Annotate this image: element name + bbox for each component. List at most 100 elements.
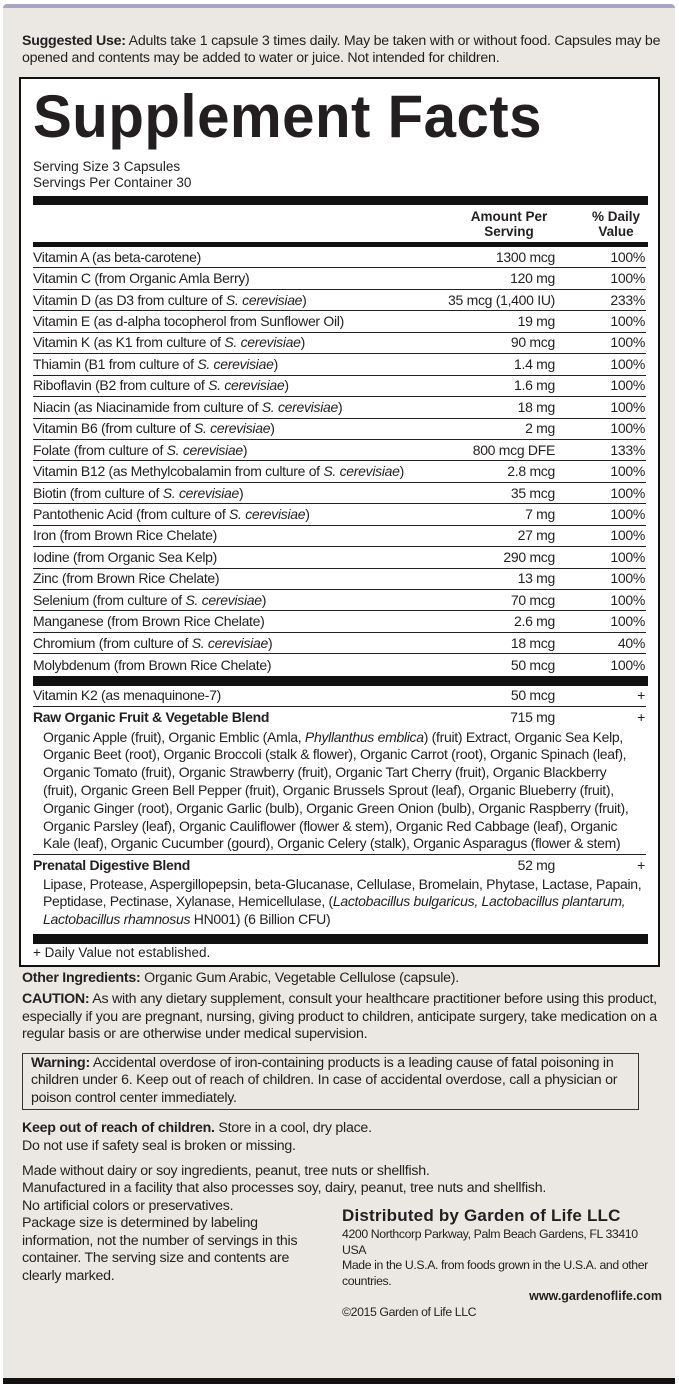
text: ) bbox=[267, 634, 273, 651]
text: ) bbox=[270, 420, 275, 437]
seal-note: Do not use if safety seal is broken or m… bbox=[22, 1137, 296, 1154]
nutrient-name: Vitamin D (as D3 from culture of S. cere… bbox=[33, 290, 307, 311]
blend-dv: + bbox=[637, 856, 645, 873]
nutrient-name: Vitamin K (as K1 from culture of S. cere… bbox=[33, 332, 305, 353]
website-link[interactable]: www.gardenoflife.com bbox=[529, 1289, 662, 1304]
nutrient-dv: 233% bbox=[610, 291, 645, 308]
nutrient-name: Vitamin K2 (as menaquinone-7) bbox=[33, 687, 221, 704]
text: ) bbox=[399, 463, 405, 480]
text: Riboflavin (B2 from culture of bbox=[33, 377, 209, 394]
col-amount-header: Amount Per Serving bbox=[470, 209, 548, 239]
nutrient-dv: 100% bbox=[610, 420, 645, 437]
blend-amount: 52 mg bbox=[517, 856, 556, 873]
label-content: Suggested Use: Adults take 1 capsule 3 t… bbox=[19, 33, 662, 1320]
distributor-heading: Distributed by Garden of Life LLC bbox=[342, 1206, 621, 1226]
nutrient-amount: 1300 mcg bbox=[495, 248, 555, 265]
text: ) bbox=[337, 398, 343, 415]
nutrient-amount: 2.8 mcg bbox=[507, 463, 555, 480]
distributor-address: 4200 Northcorp Parkway, Palm Beach Garde… bbox=[342, 1227, 638, 1257]
nutrient-dv: + bbox=[637, 687, 645, 704]
allergen-line: Manufactured in a facility that also pro… bbox=[22, 1180, 547, 1197]
distributor-info: Distributed by Garden of Life LLC 4200 N… bbox=[342, 1205, 662, 1320]
text: Lipase, Protease, Aspergillopepsin, beta… bbox=[43, 875, 642, 910]
nutrient-amount: 19 mg bbox=[517, 313, 556, 330]
nutrient-name: Thiamin (B1 from culture of S. cerevisia… bbox=[33, 354, 278, 375]
nutrient-dv: 100% bbox=[610, 313, 645, 330]
nutrient-dv: 100% bbox=[610, 570, 645, 587]
warning-label: Warning: bbox=[31, 1054, 90, 1071]
nutrient-amount: 290 mcg bbox=[503, 548, 555, 565]
nutrient-row: Pantothenic Acid (from culture of S. cer… bbox=[33, 504, 646, 526]
blend-name: Prenatal Digestive Blend bbox=[33, 856, 190, 873]
italic-text: S. cerevisiae bbox=[208, 377, 285, 394]
text: Vitamin B6 (from culture of bbox=[33, 420, 194, 437]
origin-text: Made in the U.S.A. from foods grown in t… bbox=[342, 1258, 648, 1288]
nutrient-row: Vitamin B12 (as Methylcobalamin from cul… bbox=[33, 461, 646, 483]
suggested-use-text: Adults take 1 capsule 3 times daily. May… bbox=[22, 33, 661, 66]
suggested-use: Suggested Use: Adults take 1 capsule 3 t… bbox=[22, 33, 662, 67]
italic-text: S. cerevisiae bbox=[185, 591, 262, 608]
text: HN001) (6 Billion CFU) bbox=[190, 911, 331, 928]
text: Selenium (from culture of bbox=[33, 591, 186, 608]
text: Thiamin (B1 from culture of bbox=[33, 355, 198, 372]
nutrient-row: Thiamin (B1 from culture of S. cerevisia… bbox=[33, 354, 646, 376]
text: Iron (from Brown Rice Chelate) bbox=[33, 527, 217, 544]
italic-text: S. cerevisiae bbox=[191, 634, 269, 651]
nutrient-name: Iron (from Brown Rice Chelate) bbox=[33, 525, 217, 546]
nutrient-name: Folate (from culture of S. cerevisiae) bbox=[33, 440, 248, 461]
text: Chromium (from culture of bbox=[33, 634, 192, 651]
nutrient-row: Iron (from Brown Rice Chelate) 27 mg 100% bbox=[33, 525, 646, 548]
nutrient-amount: 2 mg bbox=[525, 420, 555, 437]
digestive-blend-row: Prenatal Digestive Blend 52 mg + bbox=[33, 854, 646, 875]
column-headers: Amount Per Serving % Daily Value bbox=[33, 205, 646, 242]
nutrient-table: Vitamin A (as beta-carotene) 1300 mcg 100%… bbox=[33, 247, 646, 676]
nutrient-row: Iodine (from Organic Sea Kelp) 290 mcg 100… bbox=[33, 547, 646, 569]
text: ) bbox=[284, 377, 289, 394]
nutrient-name: Molybdenum (from Brown Rice Chelate) bbox=[33, 655, 271, 676]
raw-blend-ingredients: Organic Apple (fruit), Organic Emblic (A… bbox=[33, 729, 643, 854]
allergen-line: No artificial colors or preservatives. bbox=[22, 1197, 234, 1214]
nutrient-name: Iodine (from Organic Sea Kelp) bbox=[33, 547, 217, 568]
header-divider bbox=[33, 242, 648, 247]
nutrient-name: Biotin (from culture of S. cerevisiae) bbox=[33, 483, 244, 504]
italic-text: S. cerevisiae bbox=[162, 484, 240, 501]
bottom-section: Package size is determined by labeling i… bbox=[22, 1206, 662, 1320]
text: ) bbox=[239, 484, 244, 501]
thick-divider bbox=[33, 675, 648, 686]
servings-per-container: Servings Per Container 30 bbox=[33, 175, 192, 190]
nutrient-dv: 100% bbox=[610, 613, 645, 630]
text: Vitamin A (as beta-carotene) bbox=[33, 248, 201, 265]
nutrient-amount: 2.6 mg bbox=[514, 613, 555, 630]
text: ) bbox=[273, 355, 279, 372]
nutrient-dv: 100% bbox=[610, 484, 645, 501]
storage-text: Store in a cool, dry place. bbox=[214, 1119, 372, 1136]
text: Vitamin C (from Organic Amla Berry) bbox=[33, 270, 250, 287]
nutrient-name: Vitamin B12 (as Methylcobalamin from cul… bbox=[33, 461, 404, 482]
nutrient-amount: 13 mg bbox=[517, 570, 556, 587]
nutrient-amount: 35 mcg (1,400 IU) bbox=[448, 291, 555, 308]
italic-text: Phyllanthus emblica bbox=[304, 728, 424, 745]
text: Manganese (from Brown Rice Chelate) bbox=[33, 613, 265, 630]
nutrient-name: Riboflavin (B2 from culture of S. cerevi… bbox=[33, 375, 289, 396]
iron-warning-box: Warning: Accidental overdose of iron-con… bbox=[22, 1052, 639, 1110]
nutrient-row: Vitamin E (as d-alpha tocopherol from Su… bbox=[33, 311, 646, 333]
text: ) bbox=[305, 505, 310, 522]
nutrient-row: Molybdenum (from Brown Rice Chelate) 50 m… bbox=[33, 654, 646, 675]
nutrient-dv: 100% bbox=[610, 591, 645, 608]
text: Organic Apple (fruit), Organic Emblic (A… bbox=[43, 728, 305, 745]
text: ) bbox=[300, 334, 306, 351]
nutrient-amount: 1.6 mg bbox=[514, 377, 555, 394]
nutrient-row: Niacin (as Niacinamide from culture of S… bbox=[33, 397, 646, 419]
nutrient-name: Niacin (as Niacinamide from culture of S… bbox=[33, 397, 343, 418]
other-ingredients-label: Other Ingredients: bbox=[22, 970, 141, 987]
text: Vitamin B12 (as Methylcobalamin from cul… bbox=[33, 463, 324, 480]
text: ) bbox=[242, 441, 248, 458]
nutrient-row: Vitamin C (from Organic Amla Berry) 120 m… bbox=[33, 268, 646, 290]
text: Vitamin D (as D3 from culture of bbox=[33, 291, 226, 308]
nutrient-row: Zinc (from Brown Rice Chelate) 13 mg 100% bbox=[33, 569, 646, 590]
nutrient-row: Folate (from culture of S. cerevisiae) 80… bbox=[33, 440, 646, 462]
thick-divider bbox=[33, 196, 648, 205]
nutrient-row: Vitamin A (as beta-carotene) 1300 mcg 100% bbox=[33, 247, 646, 269]
digestive-blend-ingredients: Lipase, Protease, Aspergillopepsin, beta… bbox=[33, 876, 643, 929]
nutrient-dv: 100% bbox=[610, 355, 645, 372]
